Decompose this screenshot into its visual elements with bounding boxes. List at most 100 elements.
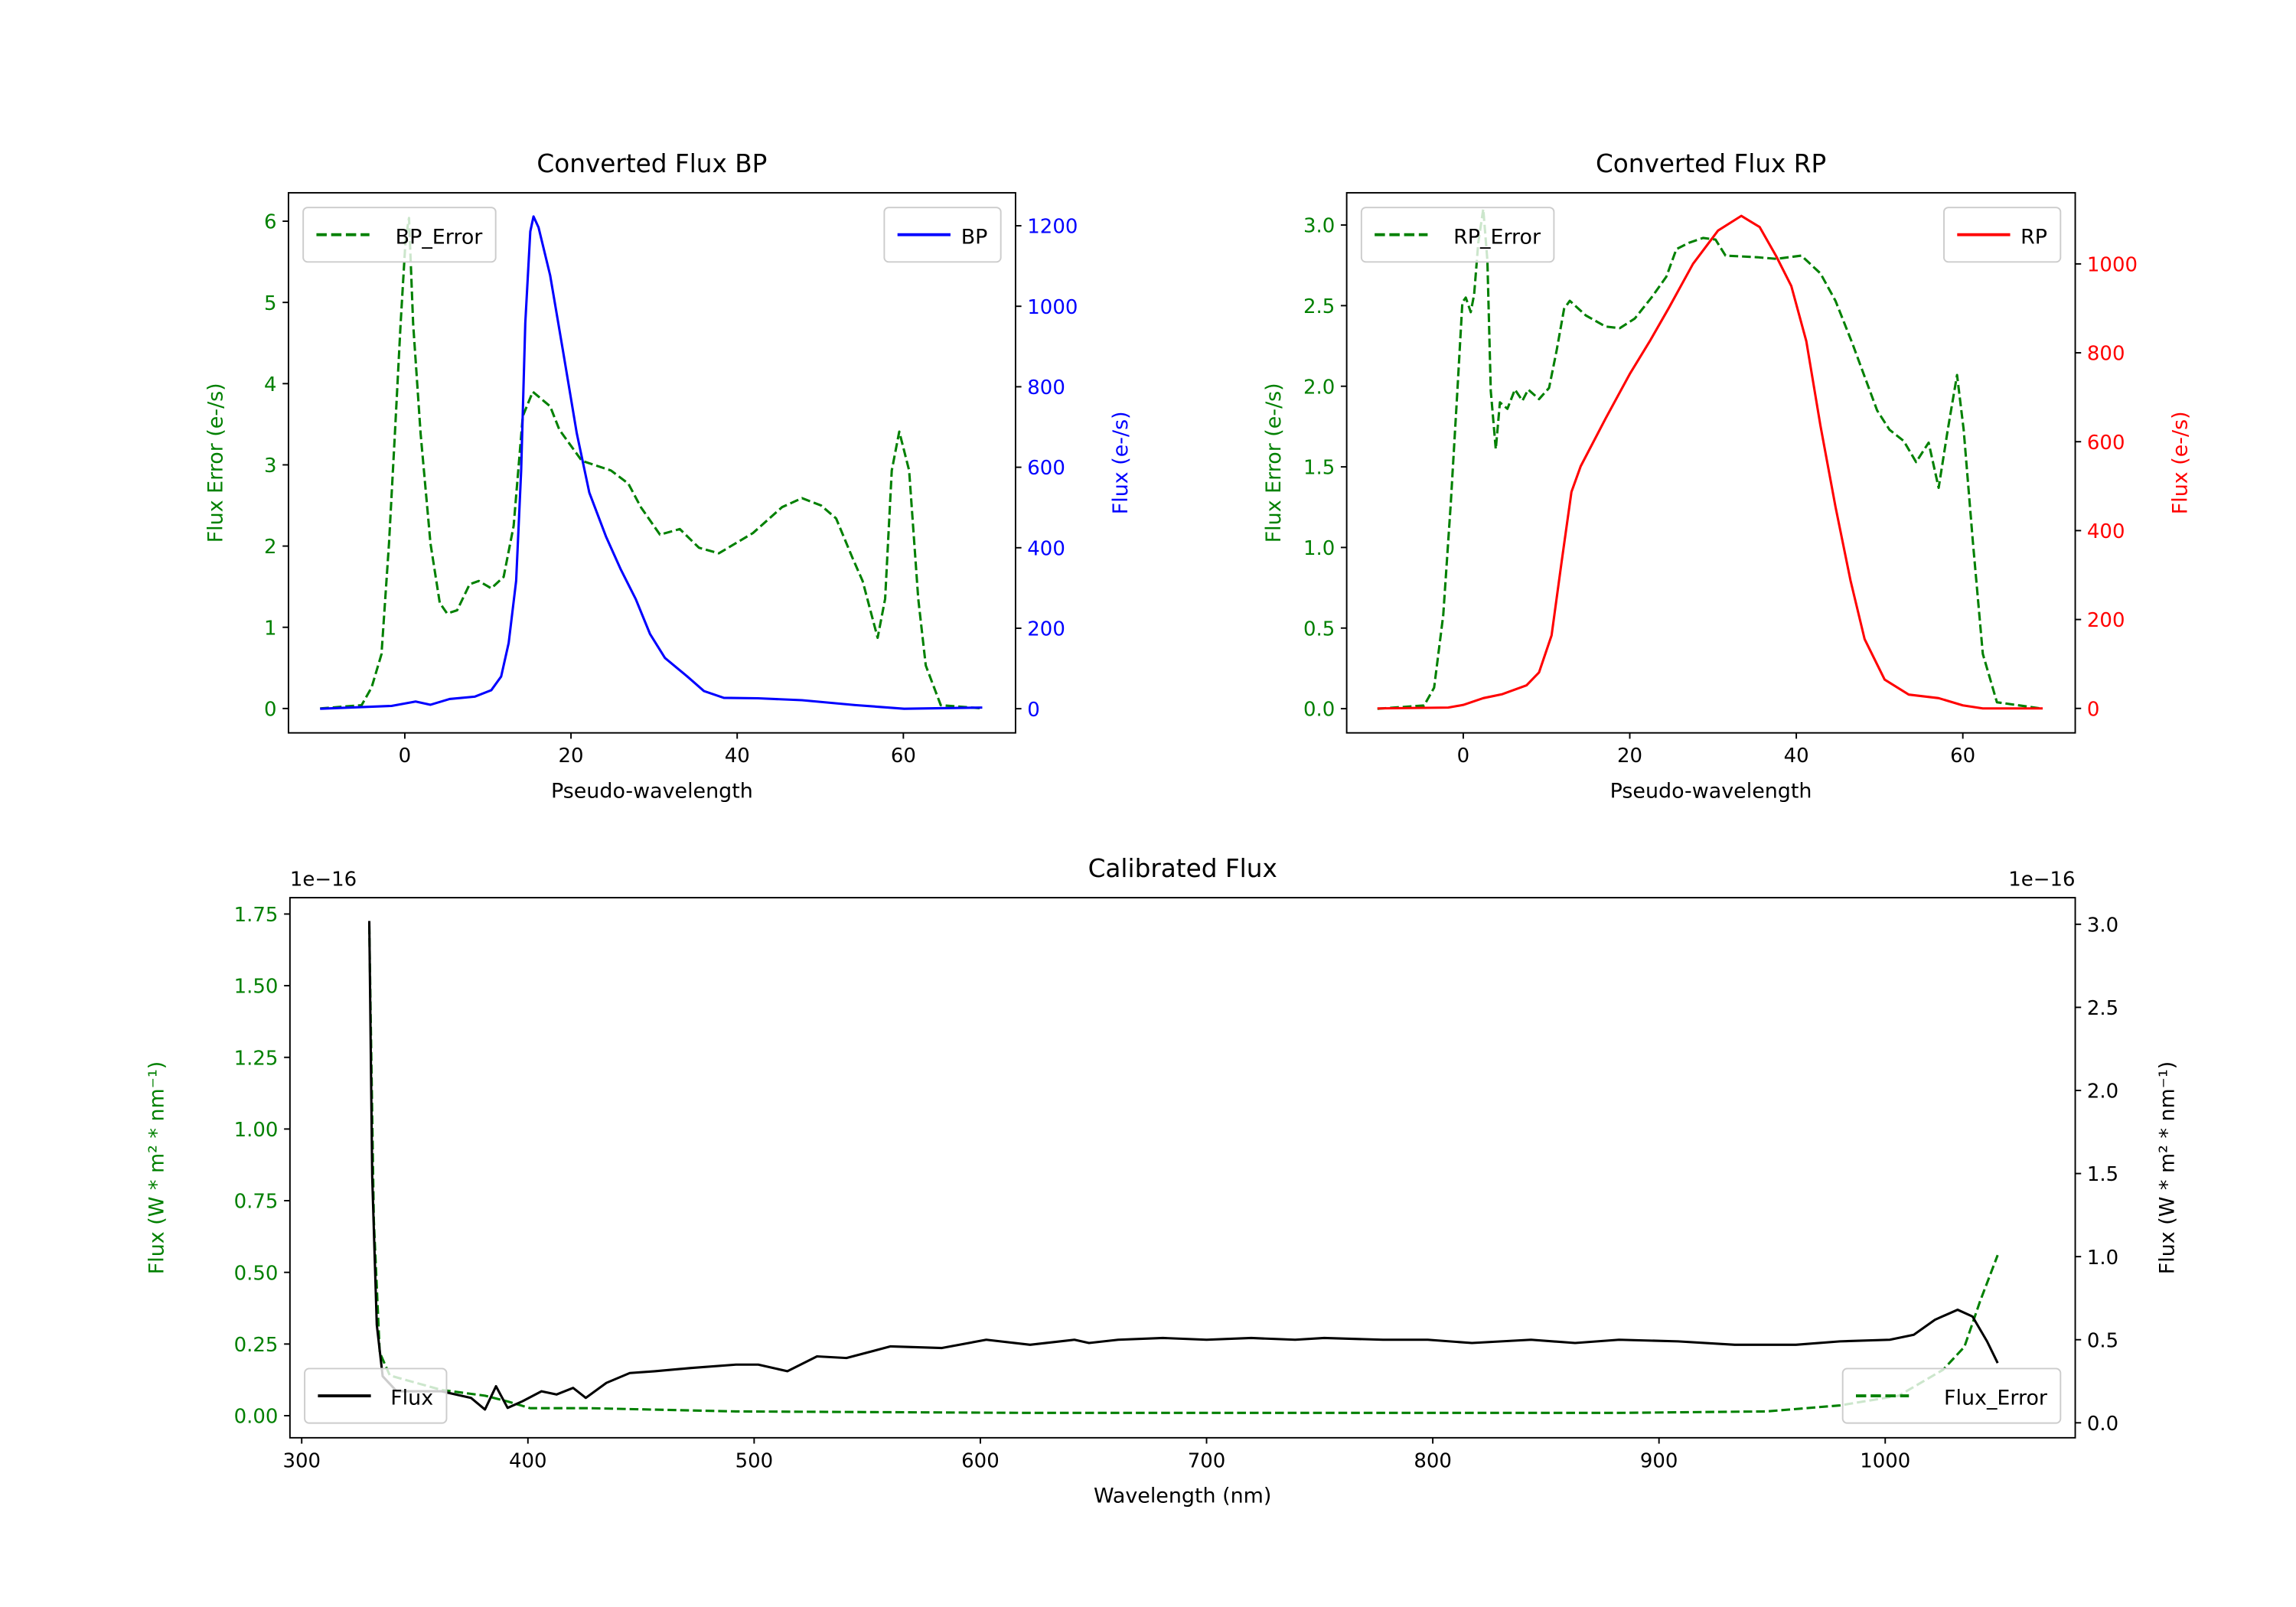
x-tick-label: 300 xyxy=(282,1449,321,1472)
y-left-tick-label: 1.5 xyxy=(1303,457,1335,480)
legend-rp: RP xyxy=(1943,207,2062,263)
panel-rp: 0 20 40 60 0.0 0.5 1.0 1.5 2.0 2.5 3.0 0 200 400 600 80… xyxy=(1262,149,2193,803)
y-right-tick-label: 2.5 xyxy=(2087,997,2118,1020)
legend-label: RP xyxy=(2020,225,2047,249)
y-left-tick-label: 1.50 xyxy=(234,976,279,999)
y-right-tick-label: 3.0 xyxy=(2087,914,2118,937)
series-line-rp xyxy=(1377,214,2043,710)
y-left-tick-label: 0.5 xyxy=(1303,618,1335,641)
y-left-axis-label: Flux Error (e-/s) xyxy=(1262,383,1286,543)
panel-cal: 300 400 500 600 700 800 900 1000 0.00 0.25 0.50 0.7… xyxy=(145,854,2179,1508)
legend-label: RP_Error xyxy=(1453,225,1541,249)
x-tick-label: 60 xyxy=(1950,745,1975,768)
panel-bp: 0 20 40 600123456020040060080010001200Conve… xyxy=(204,149,1133,803)
x-tick-label: 500 xyxy=(735,1449,774,1472)
y-right-tick-label: 1200 xyxy=(1027,216,1078,239)
legend-label: Flux xyxy=(390,1387,433,1410)
y-left-tick-label: 2 xyxy=(264,536,277,559)
legend-box xyxy=(304,1367,448,1424)
x-tick-label: 20 xyxy=(559,745,584,768)
y-right-tick-label: 1.5 xyxy=(2087,1163,2118,1186)
legend-box xyxy=(1360,207,1555,263)
legend-bp: BP xyxy=(883,207,1002,263)
x-axis-label: Pseudo-wavelength xyxy=(1610,779,1812,803)
axes-frame xyxy=(287,191,1016,734)
axes-frame xyxy=(289,897,2076,1439)
y-right-tick-label: 600 xyxy=(1027,457,1065,480)
y-right-axis-label: Flux (W * m² * nm⁻¹) xyxy=(2155,1061,2179,1274)
x-tick-label: 800 xyxy=(1414,1449,1452,1472)
chart-title: Converted Flux BP xyxy=(536,149,767,178)
y-right-tick-label: 0.5 xyxy=(2087,1329,2118,1352)
legend-rp-error: RP_Error xyxy=(1360,207,1555,263)
y-right-tick-label: 1.0 xyxy=(2087,1247,2118,1270)
legend-flux-error: Flux_Error xyxy=(1841,1367,2062,1424)
y-left-tick-label: 3.0 xyxy=(1303,215,1335,238)
plot-area xyxy=(1377,207,2043,710)
y-right-tick-label: 400 xyxy=(2087,520,2125,543)
y-right-tick-label: 200 xyxy=(2087,609,2125,632)
x-tick-label: 900 xyxy=(1640,1449,1678,1472)
x-axis-label: Wavelength (nm) xyxy=(1094,1484,1271,1508)
y-left-tick-label: 0 xyxy=(264,698,277,721)
y-right-tick-label: 400 xyxy=(1027,537,1065,560)
y-left-tick-label: 0.75 xyxy=(234,1191,279,1214)
legend-label: Flux_Error xyxy=(1944,1387,2048,1410)
y-right-tick-label: 2.0 xyxy=(2087,1081,2118,1103)
y-right-tick-label: 200 xyxy=(1027,618,1065,641)
y-left-tick-label: 1 xyxy=(264,617,277,640)
y-right-tick-label: 800 xyxy=(2087,343,2125,366)
legend-box xyxy=(302,207,497,263)
legend-flux: Flux xyxy=(304,1367,448,1424)
axes-frame xyxy=(1345,191,2076,734)
y-left-tick-label: 2.5 xyxy=(1303,295,1335,318)
x-tick-label: 400 xyxy=(509,1449,547,1472)
series-line-rp-error xyxy=(1377,207,2043,710)
y-left-tick-label: 5 xyxy=(264,292,277,315)
legend-bp-error: BP_Error xyxy=(302,207,497,263)
series-line-flux xyxy=(367,921,1999,1411)
y-right-axis-label: Flux (e-/s) xyxy=(1109,411,1133,514)
y-left-tick-label: 6 xyxy=(264,211,277,234)
x-tick-label: 40 xyxy=(725,745,750,768)
chart-title: Calibrated Flux xyxy=(1088,854,1277,883)
y-right-tick-label: 0 xyxy=(1027,699,1040,722)
legend-label: BP xyxy=(961,225,988,249)
y-left-tick-label: 1.75 xyxy=(234,904,279,927)
x-tick-label: 60 xyxy=(891,745,916,768)
y-left-tick-label: 1.25 xyxy=(234,1047,279,1070)
x-tick-label: 40 xyxy=(1784,745,1809,768)
y-right-tick-label: 1000 xyxy=(2087,253,2138,276)
x-tick-label: 1000 xyxy=(1860,1449,1910,1472)
y-left-tick-label: 0.25 xyxy=(234,1334,279,1357)
x-tick-label: 600 xyxy=(961,1449,1000,1472)
y-left-tick-label: 1.0 xyxy=(1303,537,1335,560)
series-line-bp xyxy=(320,215,983,710)
x-tick-label: 700 xyxy=(1188,1449,1226,1472)
y-right-tick-label: 800 xyxy=(1027,376,1065,399)
x-tick-label: 0 xyxy=(1457,745,1470,768)
y-left-tick-label: 3 xyxy=(264,455,277,478)
y-right-offset-text: 1e−16 xyxy=(2008,869,2075,892)
y-left-tick-label: 0.50 xyxy=(234,1262,279,1285)
x-tick-label: 20 xyxy=(1617,745,1642,768)
y-left-axis-label: Flux Error (e-/s) xyxy=(204,383,227,543)
x-axis-label: Pseudo-wavelength xyxy=(551,779,753,803)
y-left-tick-label: 1.00 xyxy=(234,1119,279,1142)
y-right-tick-label: 0.0 xyxy=(2087,1413,2118,1436)
y-right-axis-label: Flux (e-/s) xyxy=(2169,411,2193,514)
legend-label: BP_Error xyxy=(396,225,484,249)
y-left-tick-label: 4 xyxy=(264,373,277,396)
y-left-tick-label: 2.0 xyxy=(1303,376,1335,399)
y-right-tick-label: 0 xyxy=(2087,698,2100,721)
chart-title: Converted Flux RP xyxy=(1596,149,1826,178)
legend-box xyxy=(1841,1367,2062,1424)
y-left-offset-text: 1e−16 xyxy=(290,869,357,892)
y-left-axis-label: Flux (W * m² * nm⁻¹) xyxy=(145,1061,168,1274)
y-right-tick-label: 600 xyxy=(2087,432,2125,455)
x-tick-label: 0 xyxy=(399,745,412,768)
y-left-tick-label: 0.0 xyxy=(1303,699,1335,722)
y-right-tick-label: 1000 xyxy=(1027,296,1078,319)
y-left-tick-label: 0.00 xyxy=(234,1406,279,1429)
